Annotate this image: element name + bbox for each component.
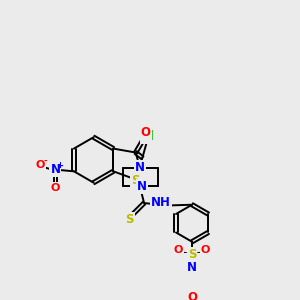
Text: N: N bbox=[187, 260, 197, 274]
Text: O: O bbox=[141, 126, 151, 139]
Text: -: - bbox=[44, 157, 47, 166]
Text: N: N bbox=[136, 180, 147, 193]
Text: O: O bbox=[201, 245, 210, 255]
Text: S: S bbox=[188, 248, 196, 261]
Text: S: S bbox=[125, 213, 134, 226]
Text: S: S bbox=[131, 174, 140, 187]
Text: H: H bbox=[158, 197, 167, 207]
Text: +: + bbox=[56, 161, 63, 170]
Text: N: N bbox=[50, 163, 60, 176]
Text: NH: NH bbox=[151, 196, 171, 209]
Text: Cl: Cl bbox=[141, 130, 154, 143]
Text: O: O bbox=[36, 160, 45, 170]
Text: O: O bbox=[51, 183, 60, 193]
Text: N: N bbox=[135, 161, 145, 174]
Text: O: O bbox=[187, 291, 197, 300]
Text: O: O bbox=[174, 245, 183, 255]
